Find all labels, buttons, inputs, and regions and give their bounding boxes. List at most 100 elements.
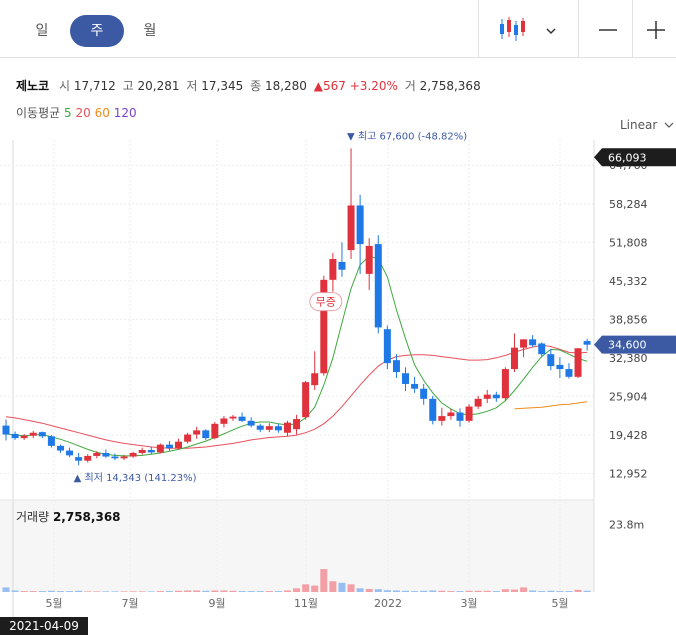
ma20-label[interactable]: 20: [75, 106, 91, 120]
change-value: ▲567: [313, 79, 346, 93]
volume-bar: [538, 591, 546, 592]
volume-bar: [420, 590, 428, 592]
candle-body: [438, 416, 446, 421]
y-tick-label: 58,284: [609, 198, 648, 211]
candle-body: [56, 445, 64, 451]
candle-body: [220, 418, 228, 424]
candle-body: [20, 435, 28, 439]
high-price-flag-label: 66,093: [608, 151, 647, 164]
candle-body: [583, 341, 591, 345]
volume-bar: [492, 591, 500, 592]
y-tick-label: 38,856: [609, 313, 648, 326]
volume-bar: [356, 588, 364, 592]
volume-bar: [265, 591, 273, 592]
volume-bar: [365, 588, 373, 592]
candle-body: [84, 455, 92, 461]
ma60-label[interactable]: 60: [94, 106, 110, 120]
volume-bar: [165, 591, 173, 592]
candle-body: [574, 348, 582, 377]
candle-body: [402, 373, 410, 384]
ma120-label[interactable]: 120: [113, 106, 137, 120]
candle-body: [365, 245, 373, 274]
price-info-bar: 제노코 시 17,712 고 20,281 저 17,345 종 18,280 …: [16, 77, 484, 94]
volume-bar: [93, 591, 101, 592]
candlestick-icon[interactable]: [498, 16, 526, 46]
volume-bar: [256, 591, 264, 592]
candle-body: [38, 432, 46, 437]
candle-body: [138, 449, 146, 453]
volume-bar: [447, 591, 455, 592]
candle-body: [47, 436, 55, 446]
candle-body: [565, 369, 573, 377]
candle-body: [129, 452, 137, 457]
period-daily-button[interactable]: 일: [35, 23, 49, 39]
chevron-down-icon[interactable]: [545, 22, 557, 41]
volume-bar: [456, 591, 464, 592]
current-price-flag: [594, 335, 676, 354]
scale-label: Linear: [620, 118, 658, 132]
x-tick-label: 9월: [208, 597, 225, 610]
volume-bar: [147, 591, 155, 592]
candle-body: [447, 412, 455, 417]
candle-body: [2, 425, 10, 435]
period-weekly-button[interactable]: 주: [70, 15, 124, 47]
y-tick-label: 12,952: [609, 467, 648, 480]
volume-bar: [483, 590, 491, 592]
minus-icon[interactable]: [598, 22, 618, 41]
period-monthly-button[interactable]: 월: [143, 23, 157, 39]
volume-bar: [29, 591, 37, 592]
candle-body: [474, 398, 482, 407]
candle-body: [156, 444, 164, 453]
volume-bar: [283, 590, 291, 592]
volume-bar: [465, 590, 473, 592]
close-value: 18,280: [264, 79, 307, 93]
volume-bar: [411, 591, 419, 592]
volume-bar: [56, 591, 64, 592]
y-tick-label: 64,760: [609, 159, 648, 172]
candle-body: [93, 452, 101, 456]
volume-bar: [156, 591, 164, 592]
volume-panel-value: 2,758,368: [52, 510, 121, 524]
cursor-date-label: 2021-04-09: [0, 617, 88, 635]
open-value: 17,712: [73, 79, 116, 93]
candle-body: [311, 373, 319, 386]
plus-icon[interactable]: [646, 20, 666, 44]
x-tick-label: 5월: [551, 597, 568, 610]
volume-bar: [302, 584, 310, 592]
volume-bar: [2, 587, 10, 592]
candle-body: [211, 423, 219, 439]
volume-bar: [20, 591, 28, 592]
volume-bar: [311, 585, 319, 592]
volume-bar: [111, 591, 119, 592]
chevron-down-icon: [664, 122, 674, 128]
event-badge-label: 무증: [316, 296, 336, 309]
volume-bar: [66, 591, 74, 592]
volume-bar: [293, 588, 301, 592]
volume-bar: [220, 590, 228, 592]
volume-bar: [438, 590, 446, 592]
volume-bar: [383, 590, 391, 592]
candle-body: [229, 416, 237, 419]
volume-value: 2,758,368: [419, 79, 481, 93]
candle-body: [392, 360, 400, 373]
candle-body: [320, 279, 328, 374]
ma5-line: [5, 255, 588, 457]
candle-body: [11, 433, 19, 439]
volume-bar: [238, 591, 246, 592]
scale-selector[interactable]: Linear: [620, 118, 674, 132]
event-badge: [309, 292, 343, 312]
volume-bar: [347, 584, 355, 592]
candle-body: [247, 420, 255, 426]
x-tick-label: 2022: [374, 597, 402, 610]
y-tick-label: 19,428: [609, 429, 648, 442]
candle-body: [184, 434, 192, 442]
candle-body: [510, 347, 518, 370]
volume-bar: [38, 591, 46, 592]
volume-bar: [501, 589, 509, 592]
min-price-annotation: ▲ 최저 14,343 (141.23%): [74, 472, 197, 484]
open-label: 시: [58, 79, 70, 93]
ma5-label[interactable]: 5: [64, 106, 72, 120]
candle-body: [383, 329, 391, 364]
volume-panel-label: 거래량 2,758,368: [16, 508, 121, 525]
